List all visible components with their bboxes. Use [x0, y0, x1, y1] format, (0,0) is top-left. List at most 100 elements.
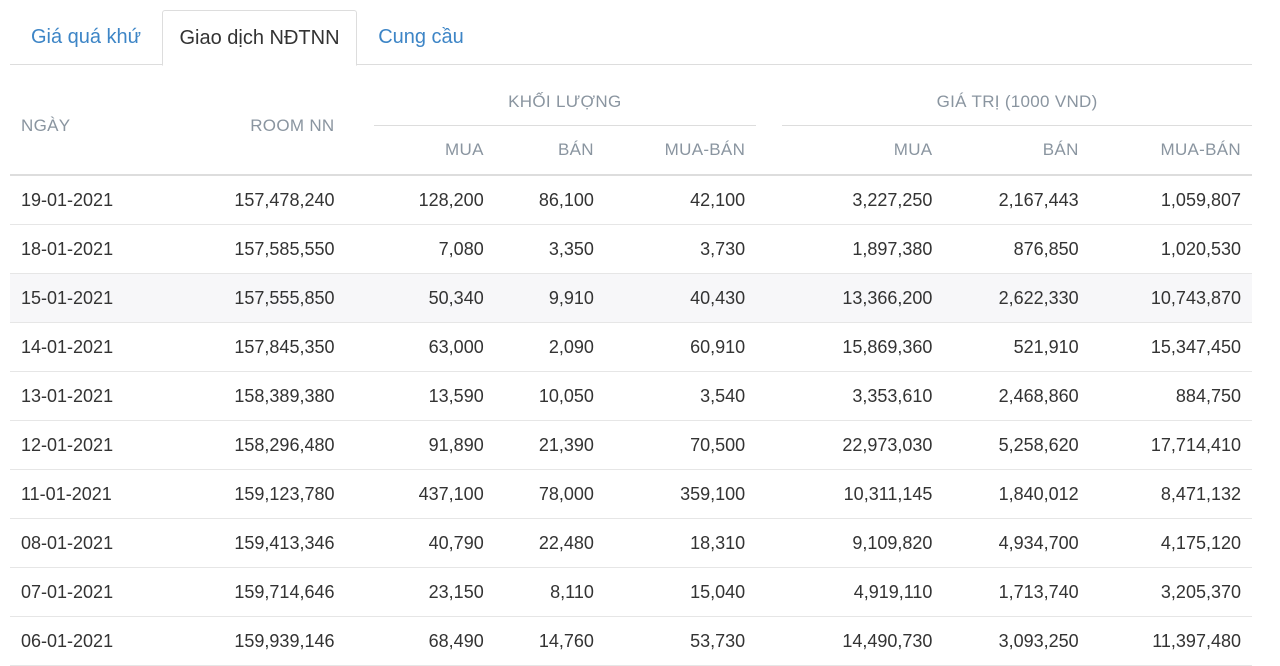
- table-row: 13-01-2021 158,389,380 13,590 10,050 3,540 3,…: [10, 371, 1252, 421]
- cell-value-sell: 2,468,860: [943, 371, 1090, 421]
- cell-value-sell: 3,093,250: [943, 616, 1090, 666]
- cell-spacer: [756, 567, 783, 617]
- cell-volume-sell: 86,100: [494, 175, 605, 225]
- cell-value-net: 884,750: [1089, 371, 1252, 421]
- table-row: 14-01-2021 157,845,350 63,000 2,090 60,910 15…: [10, 322, 1252, 372]
- table-row: 07-01-2021 159,714,646 23,150 8,110 15,040 4,…: [10, 567, 1252, 617]
- cell-volume-net: 18,310: [604, 518, 757, 568]
- cell-value-buy: 3,227,250: [782, 175, 944, 225]
- cell-date: 07-01-2021: [10, 567, 169, 617]
- cell-spacer: [345, 322, 374, 372]
- cell-volume-buy: 40,790: [373, 518, 495, 568]
- cell-spacer: [345, 567, 374, 617]
- cell-value-net: 8,471,132: [1089, 469, 1252, 519]
- cell-volume-net: 359,100: [604, 469, 757, 519]
- table-row: 11-01-2021 159,123,780 437,100 78,000 359,10…: [10, 469, 1252, 519]
- cell-value-net: 1,059,807: [1089, 175, 1252, 225]
- cell-spacer: [756, 175, 783, 225]
- cell-value-buy: 15,869,360: [782, 322, 944, 372]
- cell-volume-buy: 91,890: [373, 420, 495, 470]
- cell-value-net: 11,397,480: [1089, 616, 1252, 666]
- cell-date: 15-01-2021: [10, 273, 169, 323]
- cell-value-sell: 5,258,620: [943, 420, 1090, 470]
- cell-room-nn: 157,555,850: [168, 273, 346, 323]
- cell-value-sell: 876,850: [943, 224, 1090, 274]
- cell-spacer: [756, 420, 783, 470]
- cell-value-sell: 1,840,012: [943, 469, 1090, 519]
- header-volume-buy: MUA: [373, 126, 495, 176]
- header-volume-group: KHỐI LƯỢNG: [373, 78, 757, 126]
- cell-volume-buy: 13,590: [373, 371, 495, 421]
- cell-volume-sell: 14,760: [494, 616, 605, 666]
- cell-value-net: 10,743,870: [1089, 273, 1252, 323]
- cell-volume-sell: 21,390: [494, 420, 605, 470]
- cell-spacer: [345, 616, 374, 666]
- cell-volume-sell: 3,350: [494, 224, 605, 274]
- cell-date: 14-01-2021: [10, 322, 169, 372]
- cell-volume-net: 3,730: [604, 224, 757, 274]
- cell-value-buy: 9,109,820: [782, 518, 944, 568]
- cell-volume-buy: 128,200: [373, 175, 495, 225]
- cell-value-buy: 22,973,030: [782, 420, 944, 470]
- cell-spacer: [345, 420, 374, 470]
- cell-value-net: 4,175,120: [1089, 518, 1252, 568]
- header-volume-label: KHỐI LƯỢNG: [508, 92, 622, 111]
- table-row: 15-01-2021 157,555,850 50,340 9,910 40,430 13…: [10, 273, 1252, 323]
- cell-value-buy: 10,311,145: [782, 469, 944, 519]
- cell-date: 13-01-2021: [10, 371, 169, 421]
- header-volume-sell: BÁN: [494, 126, 605, 176]
- header-value-buy: MUA: [782, 126, 944, 176]
- cell-spacer: [345, 224, 374, 274]
- cell-value-buy: 3,353,610: [782, 371, 944, 421]
- cell-volume-net: 40,430: [604, 273, 757, 323]
- cell-room-nn: 157,478,240: [168, 175, 346, 225]
- cell-volume-sell: 10,050: [494, 371, 605, 421]
- cell-value-buy: 13,366,200: [782, 273, 944, 323]
- cell-volume-net: 15,040: [604, 567, 757, 617]
- cell-volume-buy: 63,000: [373, 322, 495, 372]
- cell-room-nn: 159,714,646: [168, 567, 346, 617]
- cell-spacer: [756, 469, 783, 519]
- cell-volume-net: 60,910: [604, 322, 757, 372]
- cell-date: 08-01-2021: [10, 518, 169, 568]
- cell-room-nn: 158,389,380: [168, 371, 346, 421]
- cell-volume-buy: 7,080: [373, 224, 495, 274]
- cell-volume-sell: 22,480: [494, 518, 605, 568]
- cell-volume-sell: 78,000: [494, 469, 605, 519]
- tab-foreign-investor-trading[interactable]: Giao dịch NĐTNN: [162, 10, 357, 66]
- cell-value-sell: 4,934,700: [943, 518, 1090, 568]
- tab-historical-price[interactable]: Giá quá khứ: [30, 26, 142, 48]
- header-row-columns: MUA BÁN MUA-BÁN MUA BÁN MUA-BÁN: [10, 126, 1252, 176]
- cell-room-nn: 159,939,146: [168, 616, 346, 666]
- cell-spacer: [756, 322, 783, 372]
- tab-supply-demand[interactable]: Cung cầu: [378, 26, 464, 48]
- table-row: 06-01-2021 159,939,146 68,490 14,760 53,730 1…: [10, 616, 1252, 666]
- header-value-sell: BÁN: [943, 126, 1090, 176]
- header-value-net: MUA-BÁN: [1089, 126, 1252, 176]
- cell-volume-buy: 68,490: [373, 616, 495, 666]
- tab-bar: Giá quá khứ Giao dịch NĐTNN Cung cầu: [10, 10, 1252, 66]
- cell-room-nn: 157,845,350: [168, 322, 346, 372]
- cell-volume-sell: 9,910: [494, 273, 605, 323]
- cell-room-nn: 157,585,550: [168, 224, 346, 274]
- cell-spacer: [756, 273, 783, 323]
- cell-volume-buy: 437,100: [373, 469, 495, 519]
- cell-volume-buy: 23,150: [373, 567, 495, 617]
- header-date: NGÀY: [10, 78, 169, 176]
- cell-room-nn: 159,413,346: [168, 518, 346, 568]
- cell-volume-buy: 50,340: [373, 273, 495, 323]
- cell-spacer: [345, 175, 374, 225]
- cell-volume-net: 70,500: [604, 420, 757, 470]
- cell-value-sell: 2,622,330: [943, 273, 1090, 323]
- cell-spacer: [345, 518, 374, 568]
- foreign-trading-table: NGÀY ROOM NN KHỐI LƯỢNG GIÁ TRỊ (1000 VN…: [10, 78, 1252, 666]
- cell-value-buy: 14,490,730: [782, 616, 944, 666]
- cell-value-net: 3,205,370: [1089, 567, 1252, 617]
- cell-value-net: 17,714,410: [1089, 420, 1252, 470]
- table-row: 19-01-2021 157,478,240 128,200 86,100 42,100…: [10, 175, 1252, 225]
- cell-spacer: [756, 224, 783, 274]
- cell-spacer: [756, 371, 783, 421]
- table-row: 08-01-2021 159,413,346 40,790 22,480 18,310 9…: [10, 518, 1252, 568]
- cell-room-nn: 159,123,780: [168, 469, 346, 519]
